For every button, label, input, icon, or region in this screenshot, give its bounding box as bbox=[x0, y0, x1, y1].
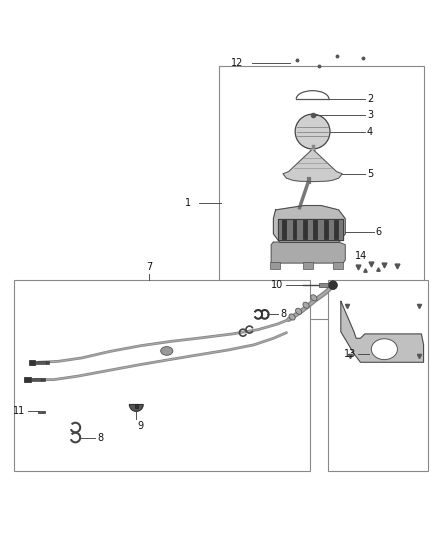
Text: 4: 4 bbox=[367, 126, 373, 136]
Wedge shape bbox=[129, 405, 143, 411]
Polygon shape bbox=[271, 242, 345, 263]
Text: 3: 3 bbox=[367, 110, 373, 120]
Text: 9: 9 bbox=[138, 421, 144, 431]
Bar bbox=[42, 378, 45, 381]
Text: 7: 7 bbox=[146, 262, 152, 272]
Bar bbox=[270, 262, 280, 269]
Bar bbox=[29, 360, 35, 365]
Bar bbox=[333, 262, 343, 269]
Polygon shape bbox=[278, 219, 343, 240]
Text: 11: 11 bbox=[13, 407, 25, 416]
Bar bbox=[31, 378, 42, 382]
Circle shape bbox=[328, 281, 337, 289]
Text: 8: 8 bbox=[97, 433, 103, 442]
Text: 5: 5 bbox=[367, 169, 373, 179]
Bar bbox=[38, 410, 45, 413]
Text: 13: 13 bbox=[344, 349, 356, 359]
Ellipse shape bbox=[289, 314, 295, 320]
Bar bbox=[324, 220, 328, 239]
Circle shape bbox=[295, 114, 330, 149]
Bar bbox=[293, 220, 297, 239]
Polygon shape bbox=[341, 301, 424, 362]
Ellipse shape bbox=[311, 295, 317, 301]
Ellipse shape bbox=[303, 302, 309, 308]
Polygon shape bbox=[283, 150, 342, 182]
Bar bbox=[282, 220, 286, 239]
Bar bbox=[303, 220, 307, 239]
Text: 10: 10 bbox=[271, 280, 283, 290]
Ellipse shape bbox=[371, 339, 397, 360]
Bar bbox=[334, 220, 338, 239]
Text: 12: 12 bbox=[230, 58, 243, 68]
Text: 2: 2 bbox=[367, 94, 373, 104]
Text: 6: 6 bbox=[376, 227, 382, 237]
Bar bbox=[303, 262, 313, 269]
Bar bbox=[14, 279, 311, 471]
Bar bbox=[35, 360, 46, 364]
Bar bbox=[319, 283, 328, 287]
Polygon shape bbox=[273, 206, 345, 243]
Bar bbox=[328, 279, 428, 471]
Bar bbox=[135, 403, 138, 408]
Ellipse shape bbox=[161, 346, 173, 356]
Text: 1: 1 bbox=[184, 198, 191, 208]
Bar bbox=[25, 377, 31, 382]
Ellipse shape bbox=[296, 308, 302, 314]
Bar bbox=[219, 66, 424, 319]
Bar bbox=[314, 220, 318, 239]
Text: 8: 8 bbox=[280, 309, 286, 319]
Bar bbox=[46, 361, 49, 364]
Text: 14: 14 bbox=[355, 251, 367, 261]
